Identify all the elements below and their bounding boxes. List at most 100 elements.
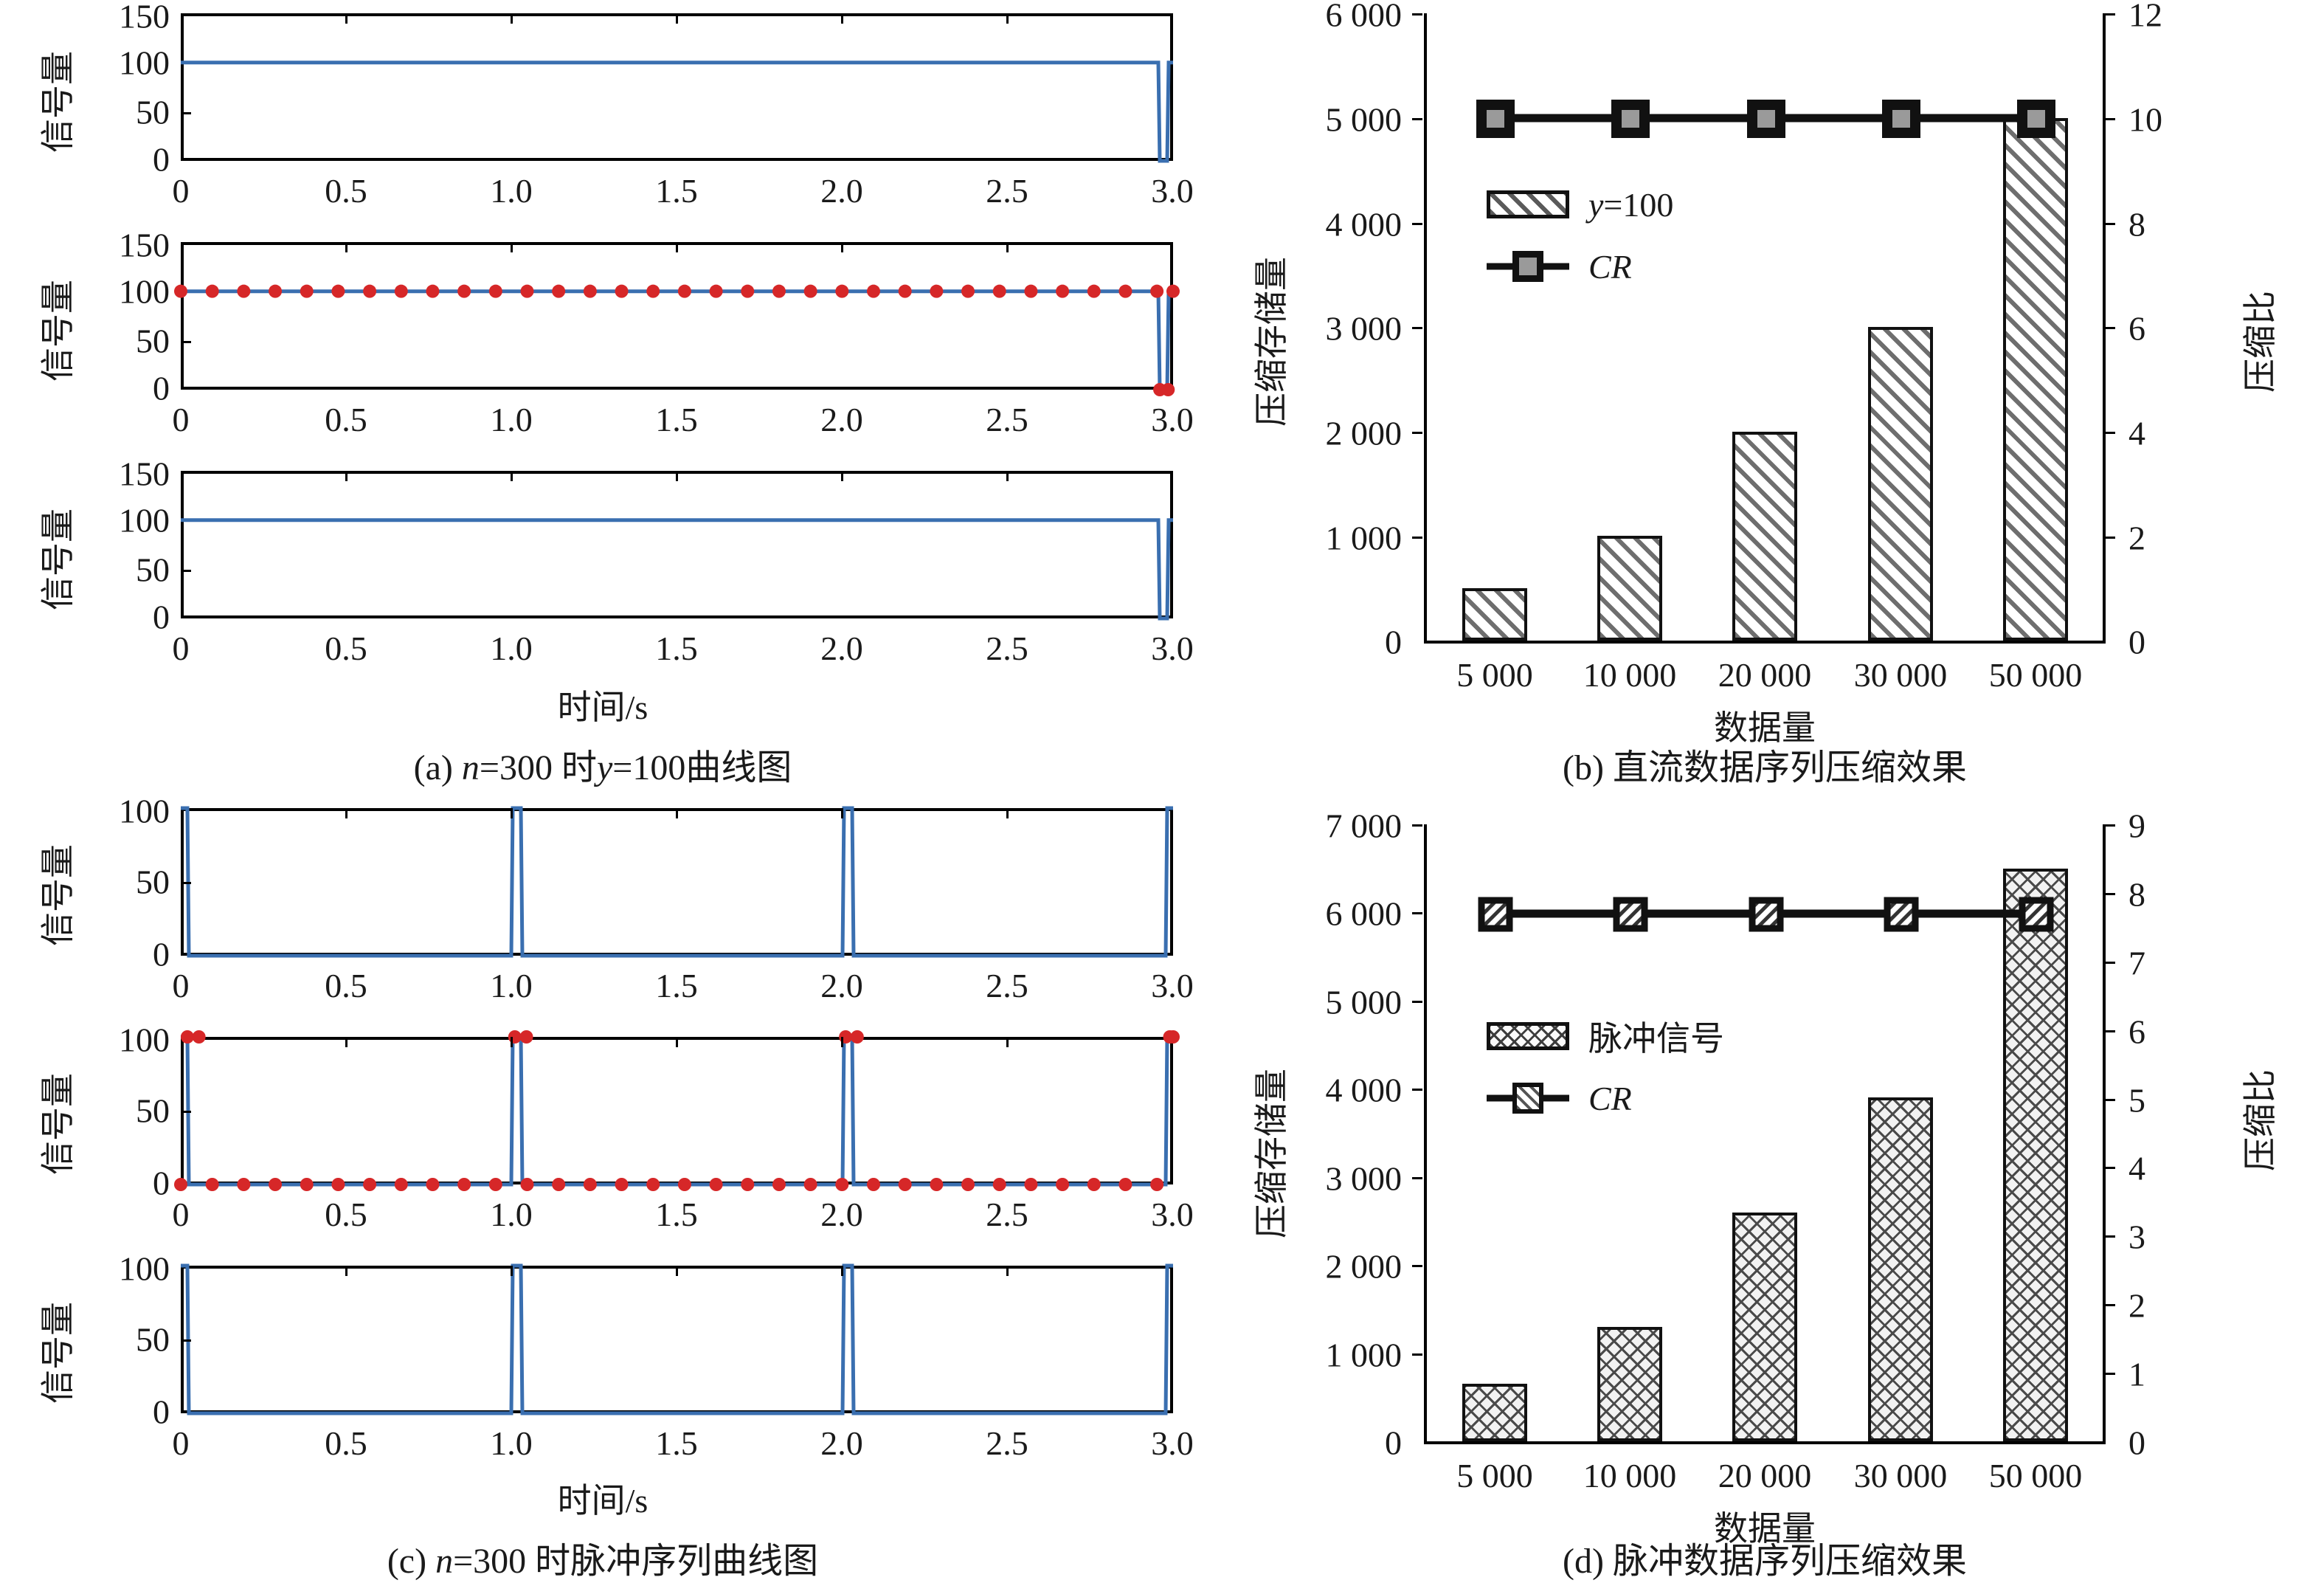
panel-a-subplot-2-xt-05: [345, 242, 347, 252]
panel-d-y2tick-8: [2105, 893, 2115, 895]
panel-d-right-axis: [2103, 824, 2106, 1444]
panel-c-subplot-2-ylabel: 信号量: [39, 1073, 77, 1175]
panel-a-subplot-2-xt-15: [676, 242, 678, 252]
panel-a-subplot-3-xlabel-05: 0.5: [325, 630, 367, 667]
panel-a-caption-suffix: =100曲线图: [612, 748, 792, 787]
panel-d-ylabel-7000: 7 000: [1325, 807, 1403, 845]
panel-a-subplot-3-xlabel-10: 1.0: [490, 630, 533, 667]
panel-b-legend-item-cr[interactable]: CR: [1487, 245, 1673, 288]
panel-b-xlabel-5: 50 000: [1988, 656, 2083, 694]
panel-d-xlabel-3: 20 000: [1718, 1457, 1812, 1494]
panel-a-subplot-1-ytick-50: 50: [136, 93, 170, 131]
panel-d-y2tick-2: [2105, 1304, 2115, 1306]
panel-a-subplot-2-tick-50: [181, 341, 191, 343]
panel-c-subplot-1-ytick-0: 0: [153, 935, 170, 973]
panel-d-legend-label-cr: CR: [1588, 1079, 1632, 1117]
panel-a-subplot-3-ytick-50: 50: [136, 551, 170, 589]
panel-d-ytick-4000: [1412, 1089, 1422, 1091]
panel-a-subplot-1-xt-10: [511, 13, 513, 24]
panel-a-subplot-3-xlabel-0: 0: [172, 630, 190, 667]
panel-c-subplot-3-ylabel: 信号量: [39, 1302, 77, 1404]
panel-b-bar-20000: [1732, 431, 1797, 641]
panel-c-subplot-3-xlabel-10: 1.0: [490, 1424, 533, 1462]
panel-b-ylabel-3000: 3 000: [1325, 309, 1403, 348]
panel-b-ylabel-6000: 6 000: [1325, 0, 1403, 34]
panel-d-ylabel-1000: 1 000: [1325, 1336, 1403, 1374]
panel-d-y2tick-3: [2105, 1235, 2115, 1238]
panel-b-ytick-4000: [1412, 223, 1422, 225]
panel-c-subplot-1-tick-50: [181, 882, 191, 884]
panel-a-subplot-1-xlabel-30: 3.0: [1151, 172, 1194, 210]
panel-d-ytick-2000: [1412, 1265, 1422, 1267]
panel-c-subplot-1-xt-15: [676, 808, 678, 818]
panel-c-subplot-1-xlabel-10: 1.0: [490, 967, 533, 1004]
panel-d-y2label-1: 1: [2128, 1355, 2145, 1393]
panel-d-legend-item-cr[interactable]: CR: [1487, 1077, 1724, 1120]
panel-d-ylabel-3000: 3 000: [1325, 1159, 1403, 1198]
panel-d-legend-line-marker: [1487, 1083, 1569, 1114]
panel-a-subplot-1-box: [181, 13, 1173, 161]
panel-c-subplot-3-xlabel-05: 0.5: [325, 1424, 367, 1462]
panel-a-subplot-3-xt-05: [345, 471, 347, 481]
panel-a-subplot-3-xt-10: [511, 471, 513, 481]
panel-d-y2label-7: 7: [2128, 944, 2145, 982]
panel-d-bottom-axis: [1424, 1441, 2106, 1444]
panel-c-subplot-3-xt-25: [1006, 1266, 1009, 1276]
panel-d-y2label-9: 9: [2128, 807, 2145, 845]
panel-c-subplot-3-ytick-0: 0: [153, 1393, 170, 1431]
panel-a-caption-mid: =300 时: [479, 748, 597, 787]
panel-a-subplot-1-tick-50: [181, 112, 191, 114]
panel-d-ylabel-2000: 2 000: [1325, 1247, 1403, 1286]
panel-d-legend-label-bar: 脉冲信号: [1588, 1020, 1724, 1058]
panel-a-subplot-3-tick-50: [181, 570, 191, 572]
panel-b-y2label-10: 10: [2128, 100, 2162, 139]
panel-d-y2label-8: 8: [2128, 875, 2145, 914]
panel-a-subplot-1-ytick-0: 0: [153, 140, 170, 179]
panel-a-subplot-2-xlabel-30: 3.0: [1151, 401, 1194, 438]
panel-d-y2tick-4: [2105, 1167, 2115, 1169]
panel-b-ytick-2000: [1412, 432, 1422, 434]
panel-c-subplot-2-tick-50: [181, 1111, 191, 1113]
panel-b-ytick-1000: [1412, 537, 1422, 539]
panel-a-subplot-2-ytick-150: 150: [119, 226, 170, 264]
panel-b-y2label-12: 12: [2128, 0, 2162, 34]
panel-a-subplot-1-xlabel-0: 0: [172, 172, 190, 210]
panel-b-legend-item-bar[interactable]: y=100: [1487, 183, 1673, 226]
panel-d: 7 000 6 000 5 000 4 000 3 000 2 000 1 00…: [1180, 801, 2324, 1582]
panel-b-left-axis: [1424, 13, 1427, 644]
panel-c: 100 50 0 信号量 0 0.5 1.0 1.5 2.0 2.5 3.0 1…: [0, 793, 1194, 1582]
panel-c-subplot-2-xt-05: [345, 1037, 347, 1047]
panel-d-xlabel-5: 50 000: [1988, 1457, 2083, 1494]
panel-a-subplot-1-xlabel-25: 2.5: [986, 172, 1028, 210]
panel-d-ytick-3000: [1412, 1177, 1422, 1179]
panel-b-ytick-5000: [1412, 118, 1422, 120]
panel-d-legend-item-bar[interactable]: 脉冲信号: [1487, 1015, 1724, 1058]
panel-b-legend-label-bar: y=100: [1588, 185, 1673, 224]
panel-a-subplot-3-xt-15: [676, 471, 678, 481]
panel-b-bar-50000: [2003, 117, 2068, 641]
panel-c-subplot-2-ytick-0: 0: [153, 1164, 170, 1202]
legend-y-value: =100: [1603, 185, 1674, 224]
panel-d-legend: 脉冲信号 CR: [1487, 1015, 1724, 1139]
panel-a-subplot-1-xlabel-20: 2.0: [820, 172, 863, 210]
panel-c-subplot-1-xlabel-20: 2.0: [820, 967, 863, 1004]
panel-a-caption-prefix: (a): [413, 748, 462, 787]
panel-a-caption-n: n: [461, 748, 480, 787]
panel-b-bar-5000: [1462, 588, 1527, 641]
panel-a-subplot-2-xlabel-0: 0: [172, 401, 190, 438]
panel-d-ytick-6000: [1412, 912, 1422, 914]
panel-b-y2label-4: 4: [2128, 414, 2145, 452]
panel-b-y2tick-8: [2105, 223, 2115, 225]
panel-b-ylabel-1000: 1 000: [1325, 519, 1403, 557]
panel-d-ylabel-4000: 4 000: [1325, 1071, 1403, 1109]
panel-a-subplot-1-ylabel: 信号量: [39, 51, 77, 153]
panel-d-xlabel-1: 5 000: [1456, 1457, 1533, 1494]
panel-d-yaxis-label: 压缩存储量: [1253, 1069, 1290, 1238]
panel-c-subplot-1-ytick-50: 50: [136, 863, 170, 901]
panel-b-y2label-0: 0: [2128, 623, 2145, 661]
panel-b-ylabel-2000: 2 000: [1325, 414, 1403, 452]
panel-c-subplot-2-xlabel-05: 0.5: [325, 1196, 367, 1233]
panel-c-subplot-1-box: [181, 808, 1173, 956]
panel-a-subplot-3-xlabel-15: 1.5: [655, 630, 698, 667]
